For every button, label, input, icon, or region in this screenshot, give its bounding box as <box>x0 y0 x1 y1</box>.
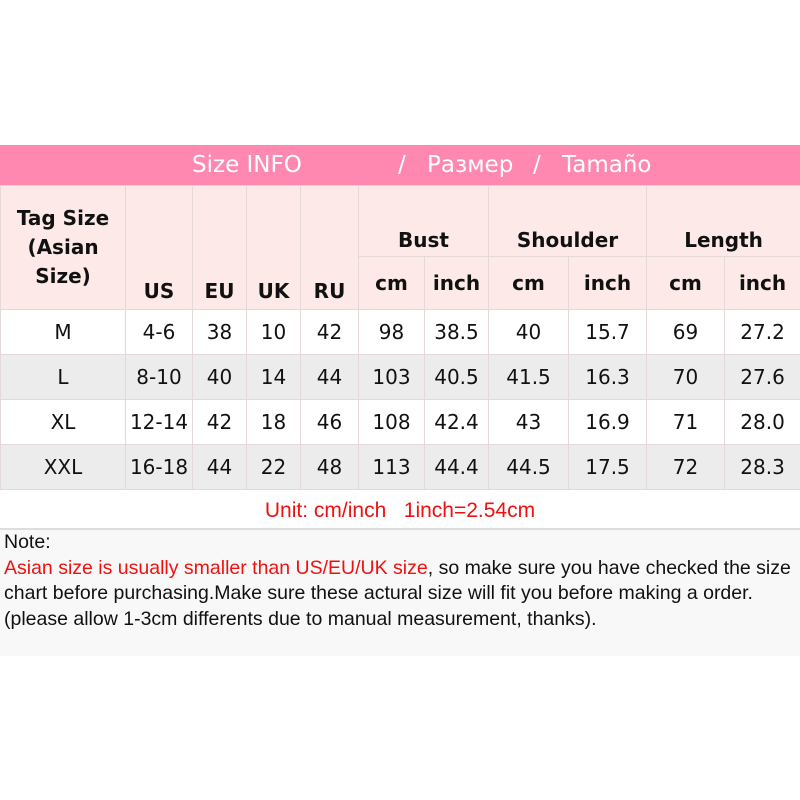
header-bust: Bust <box>357 185 490 257</box>
table-cell: 40 <box>192 354 247 400</box>
table-cell: 42 <box>300 309 359 355</box>
table-cell: 44.4 <box>423 444 490 490</box>
size-label: L <box>0 354 126 400</box>
table-cell: 108 <box>358 399 425 445</box>
header-unit-inch: inch <box>724 256 800 310</box>
table-cell: 38.5 <box>423 309 490 355</box>
header-eu: EU <box>192 185 247 310</box>
table-cell: 14 <box>246 354 301 400</box>
table-cell: 16.3 <box>568 354 648 400</box>
table-cell: 8-10 <box>125 354 193 400</box>
note-text: Asian size is usually smaller than US/EU… <box>4 556 800 633</box>
table-cell: 16.9 <box>568 399 648 445</box>
size-label: M <box>0 309 126 355</box>
table-cell: 12-14 <box>125 399 193 445</box>
header-unit-cm: cm <box>488 256 570 310</box>
banner-separator: / <box>398 152 406 178</box>
header-unit-cm: cm <box>358 256 425 310</box>
table-cell: 72 <box>646 444 726 490</box>
banner-separator: / <box>533 152 541 178</box>
table-row: M 4-6 38 10 42 98 38.5 40 15.7 69 27.2 <box>0 309 800 355</box>
table-row: XXL 16-18 44 22 48 113 44.4 44.5 17.5 72 28.3 <box>0 444 800 490</box>
banner-russian: Размер <box>427 152 514 178</box>
note-rest: , so make sure you have checked the size… <box>4 556 791 630</box>
header-unit-inch: inch <box>568 256 648 310</box>
header-shoulder: Shoulder <box>488 185 648 257</box>
table-cell: 4-6 <box>125 309 193 355</box>
table-cell: 17.5 <box>568 444 648 490</box>
table-cell: 43 <box>488 399 570 445</box>
note-block: Note: Asian size is usually smaller than… <box>0 530 800 656</box>
table-cell: 48 <box>300 444 359 490</box>
table-cell: 28.3 <box>724 444 800 490</box>
table-cell: 40.5 <box>423 354 490 400</box>
size-label: XXL <box>0 444 126 490</box>
banner-spanish: Tamaño <box>562 152 652 178</box>
note-label: Note: <box>4 531 51 553</box>
header-uk: UK <box>246 185 301 310</box>
note-highlight: Asian size is usually smaller than US/EU… <box>4 556 428 579</box>
table-cell: 10 <box>246 309 301 355</box>
header-ru: RU <box>300 185 359 310</box>
table-cell: 40 <box>488 309 570 355</box>
table-cell: 44 <box>300 354 359 400</box>
table-cell: 22 <box>246 444 301 490</box>
table-cell: 42 <box>192 399 247 445</box>
size-table: Tag Size (Asian Size) US EU UK RU Bust S… <box>0 185 800 490</box>
unit-note: Unit: cm/inch 1inch=2.54cm <box>0 486 800 530</box>
table-row: L 8-10 40 14 44 103 40.5 41.5 16.3 70 27.6 <box>0 354 800 400</box>
table-cell: 28.0 <box>724 399 800 445</box>
table-cell: 71 <box>646 399 726 445</box>
table-cell: 15.7 <box>568 309 648 355</box>
table-cell: 113 <box>358 444 425 490</box>
table-cell: 103 <box>358 354 425 400</box>
header-us: US <box>125 185 193 310</box>
size-label: XL <box>0 399 126 445</box>
header-length: Length <box>646 185 800 257</box>
title-banner: Size INFO / Размер / Tamaño <box>0 145 800 185</box>
table-cell: 38 <box>192 309 247 355</box>
header-unit-inch: inch <box>423 256 490 310</box>
table-cell: 70 <box>646 354 726 400</box>
table-cell: 27.2 <box>724 309 800 355</box>
table-cell: 42.4 <box>423 399 490 445</box>
banner-title: Size INFO <box>192 152 302 178</box>
table-cell: 98 <box>358 309 425 355</box>
table-cell: 44.5 <box>488 444 570 490</box>
table-row: XL 12-14 42 18 46 108 42.4 43 16.9 71 28.0 <box>0 399 800 445</box>
table-cell: 69 <box>646 309 726 355</box>
table-cell: 27.6 <box>724 354 800 400</box>
table-cell: 44 <box>192 444 247 490</box>
header-unit-cm: cm <box>646 256 726 310</box>
table-cell: 18 <box>246 399 301 445</box>
table-cell: 46 <box>300 399 359 445</box>
table-cell: 41.5 <box>488 354 570 400</box>
header-tag-size: Tag Size (Asian Size) <box>0 185 126 310</box>
table-cell: 16-18 <box>125 444 193 490</box>
